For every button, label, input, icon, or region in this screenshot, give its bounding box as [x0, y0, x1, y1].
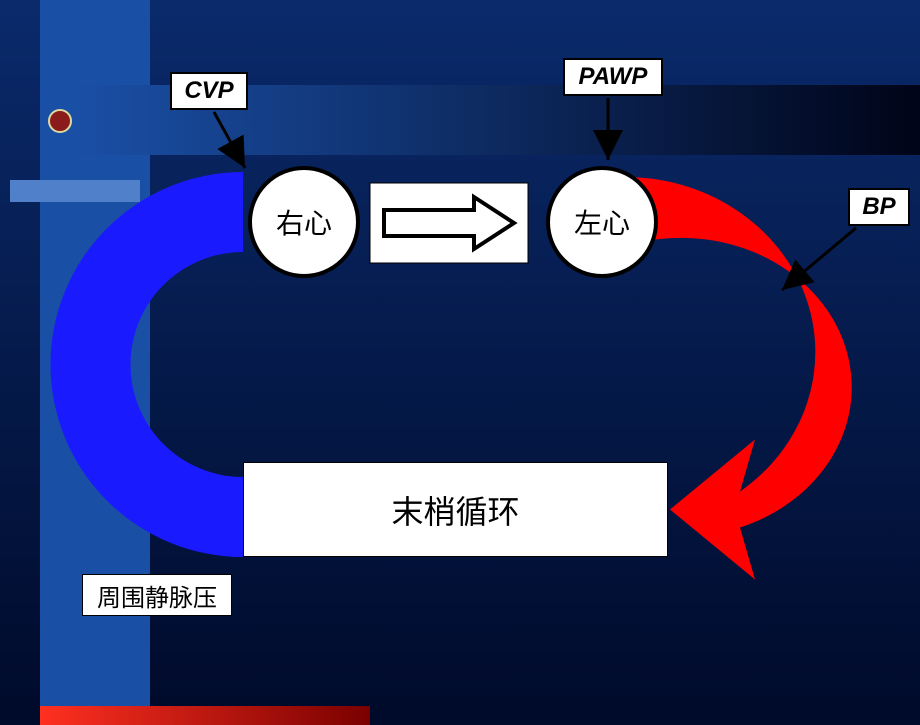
- diagram-stage: 右心 左心 末梢循环 CVP PAWP BP 周围静脉压: [0, 0, 920, 725]
- pointer-svg: [0, 0, 920, 725]
- bp-pointer-arrow: [782, 228, 856, 290]
- cvp-pointer-arrow: [214, 112, 245, 168]
